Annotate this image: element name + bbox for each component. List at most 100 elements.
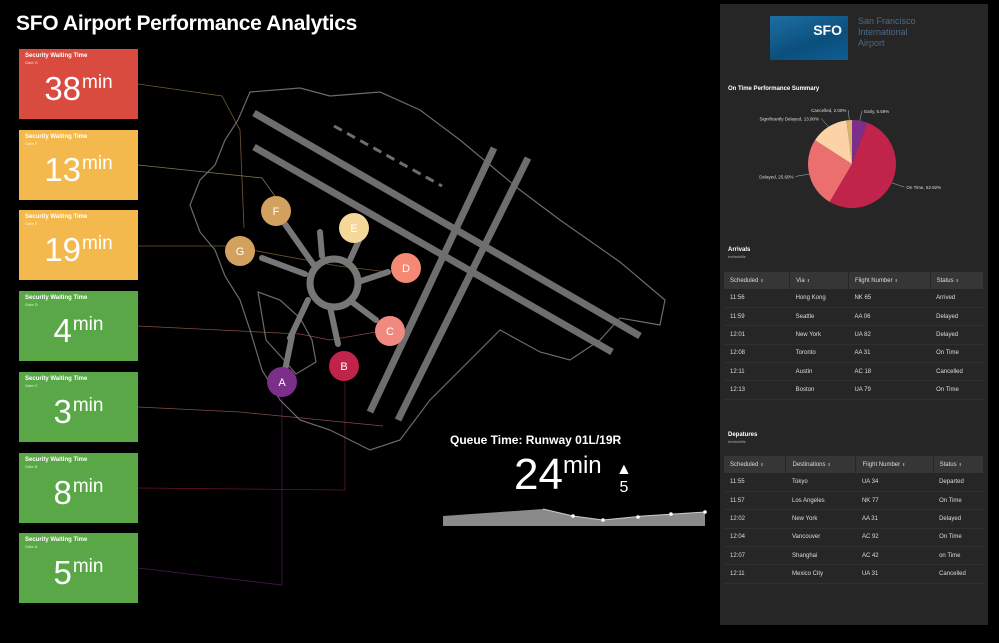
gate-circle bbox=[339, 213, 369, 243]
queue-value: 24min bbox=[514, 451, 602, 499]
page-title: SFO Airport Performance Analytics bbox=[16, 12, 357, 35]
card-sublabel: Gate A bbox=[25, 544, 38, 549]
sort-icon[interactable]: ⬍ bbox=[894, 277, 898, 283]
airport-outline bbox=[189, 87, 666, 451]
card-number: 19 bbox=[44, 231, 82, 268]
gate-label: G bbox=[236, 246, 245, 258]
table-cell: 12:02 bbox=[724, 509, 786, 529]
security-wait-card: Security Waiting Time Gate A 5min bbox=[19, 533, 138, 603]
pie-slice[interactable] bbox=[829, 122, 896, 208]
column-header[interactable]: Scheduled ⬍ bbox=[724, 272, 791, 289]
pie-label: Early, 5.59% bbox=[864, 109, 889, 114]
sort-icon[interactable]: ⬍ bbox=[760, 461, 764, 467]
table-cell: Delayed bbox=[930, 325, 984, 345]
sfo-logo: SFO San Francisco International Airport bbox=[770, 14, 960, 64]
table-row[interactable]: 11:57 Los Angeles NK 77 On Time bbox=[724, 491, 984, 511]
pie-slice[interactable] bbox=[808, 140, 852, 202]
security-wait-card: Security Waiting Time Gate C 3min bbox=[19, 372, 138, 442]
card-number: 38 bbox=[44, 70, 82, 107]
logo-line-1: San Francisco bbox=[858, 16, 916, 26]
card-value: 38min bbox=[19, 71, 138, 107]
column-header[interactable]: Flight Number ⬍ bbox=[848, 272, 931, 289]
card-unit: min bbox=[82, 72, 113, 93]
card-value: 8min bbox=[19, 475, 138, 511]
logo-text: San Francisco International Airport bbox=[858, 16, 916, 49]
column-header[interactable]: Destinations ⬍ bbox=[785, 456, 857, 473]
table-row[interactable]: 11:59 Seattle AA 06 Delayed bbox=[724, 307, 984, 327]
table-cell: AC 18 bbox=[848, 362, 931, 382]
table-cell: 12:07 bbox=[724, 546, 786, 566]
gate-marker[interactable]: F bbox=[261, 196, 291, 226]
gate-marker[interactable]: A bbox=[267, 367, 297, 397]
runways bbox=[252, 109, 642, 422]
card-number: 3 bbox=[53, 393, 72, 430]
table-row[interactable]: 12:01 New York UA 82 Delayed bbox=[724, 325, 984, 345]
gate-marker[interactable]: G bbox=[225, 236, 255, 266]
security-wait-card: Security Waiting Time Gate D 4min bbox=[19, 291, 138, 361]
table-cell: AA 31 bbox=[848, 344, 931, 364]
gate-marker[interactable]: D bbox=[391, 253, 421, 283]
table-row[interactable]: 12:11 Mexico City UA 31 Cancelled bbox=[724, 564, 984, 584]
table-cell: UA 82 bbox=[848, 325, 931, 345]
sort-icon[interactable]: ⬍ bbox=[902, 461, 906, 467]
gate-marker[interactable]: C bbox=[375, 316, 405, 346]
table-cell: New York bbox=[785, 509, 856, 529]
table-row[interactable]: 12:04 Vancouver AC 92 On Time bbox=[724, 528, 984, 548]
sort-icon[interactable]: ⬍ bbox=[827, 461, 831, 467]
security-wait-card: Security Waiting Time Gate E 19min bbox=[19, 210, 138, 280]
queue-sparkline bbox=[443, 508, 707, 526]
card-label: Security Waiting Time bbox=[25, 295, 88, 301]
table-cell: 11:55 bbox=[724, 473, 786, 492]
sort-icon[interactable]: ⬍ bbox=[955, 277, 959, 283]
sort-icon[interactable]: ⬍ bbox=[806, 277, 811, 283]
column-header[interactable]: Status ⬍ bbox=[930, 272, 985, 289]
table-row[interactable]: 12:07 Shanghai AC 42 on Time bbox=[724, 546, 984, 566]
card-number: 13 bbox=[44, 151, 82, 188]
leader-line bbox=[137, 325, 377, 341]
leader-line bbox=[137, 164, 276, 197]
on-time-pie-chart: Early, 5.59% On Time, 52.92% Delayed, 25.6… bbox=[759, 108, 941, 208]
column-header[interactable]: Scheduled ⬍ bbox=[724, 456, 787, 473]
table-cell: Mexico City bbox=[785, 564, 856, 584]
column-header[interactable]: Flight Number ⬍ bbox=[855, 456, 934, 473]
table-cell: 11:56 bbox=[724, 289, 790, 308]
gate-marker[interactable]: E bbox=[339, 213, 369, 243]
table-row[interactable]: 11:55 Tokyo UA 34 Departed bbox=[724, 473, 984, 492]
table-cell: on Time bbox=[933, 546, 984, 566]
table-cell: 12:01 bbox=[724, 325, 790, 345]
table-row[interactable]: 12:02 New York AA 31 Delayed bbox=[724, 509, 984, 529]
taxiway bbox=[333, 124, 443, 188]
table-cell: 12:04 bbox=[724, 528, 786, 548]
table-cell: AC 92 bbox=[855, 528, 934, 548]
card-value: 5min bbox=[19, 555, 138, 591]
logo-line-3: Airport bbox=[858, 38, 885, 48]
triangle-up-icon: ▲ bbox=[616, 461, 632, 478]
runway-queue-widget: Queue Time: Runway 01L/19R 24min ▲ 5 bbox=[450, 433, 710, 499]
table-row[interactable]: 11:56 Hong Kong NK 65 Arrived bbox=[724, 289, 984, 308]
table-row[interactable]: 12:11 Austin AC 18 Cancelled bbox=[724, 362, 984, 382]
pie-slice[interactable] bbox=[815, 120, 852, 164]
table-cell: Cancelled bbox=[930, 362, 984, 382]
table-cell: 12:13 bbox=[724, 380, 790, 400]
column-header[interactable]: Via ⬍ bbox=[789, 272, 849, 289]
queue-title: Queue Time: Runway 01L/19R bbox=[450, 433, 622, 447]
pie-label: Cancelled, 2.00% bbox=[811, 108, 846, 113]
table-cell: Delayed bbox=[933, 509, 984, 529]
table-row[interactable]: 12:08 Toronto AA 31 On Time bbox=[724, 344, 984, 364]
table-cell: Austin bbox=[789, 362, 849, 382]
pie-slice[interactable] bbox=[846, 120, 852, 164]
card-label: Security Waiting Time bbox=[25, 376, 88, 382]
table-header-row: Scheduled ⬍ Via ⬍ Flight Number ⬍ Status ⬍ bbox=[724, 272, 985, 289]
table-cell: 12:11 bbox=[724, 362, 790, 382]
table-cell: On Time bbox=[930, 344, 984, 364]
sort-icon[interactable]: ⬍ bbox=[760, 277, 764, 283]
card-label: Security Waiting Time bbox=[25, 134, 88, 140]
table-cell: Hong Kong bbox=[789, 289, 849, 308]
gate-marker[interactable]: B bbox=[329, 351, 359, 381]
pie-slice[interactable] bbox=[852, 120, 868, 164]
sort-icon[interactable]: ⬍ bbox=[958, 461, 962, 467]
queue-number: 24 bbox=[514, 450, 563, 499]
table-row[interactable]: 12:13 Boston UA 79 On Time bbox=[724, 380, 984, 400]
card-unit: min bbox=[82, 233, 113, 254]
column-header[interactable]: Status ⬍ bbox=[933, 456, 985, 473]
